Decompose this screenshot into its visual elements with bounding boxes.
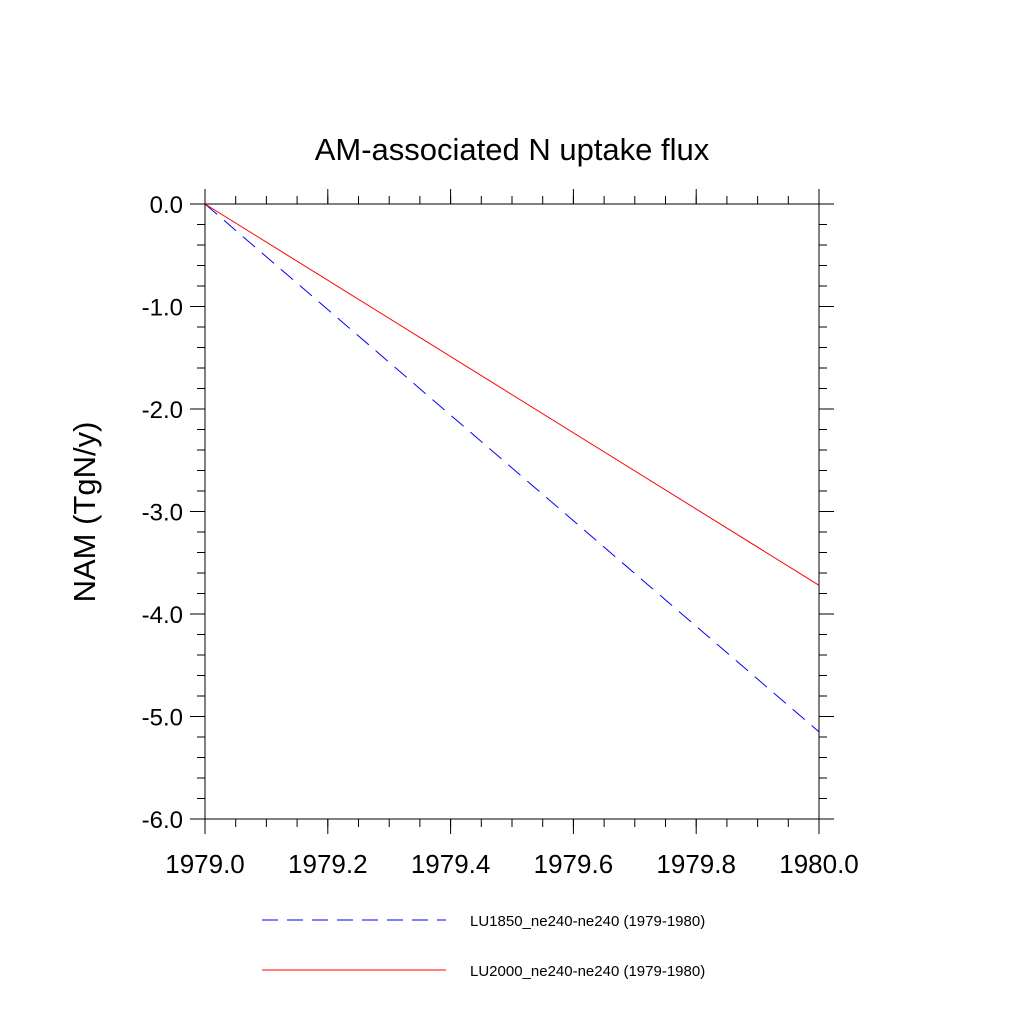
plot-frame (204, 203, 820, 820)
x-tick-label: 1979.8 (656, 849, 736, 879)
series-line-2 (204, 203, 820, 586)
x-tick-label: 1979.4 (411, 849, 491, 879)
y-tick-label: -2.0 (142, 397, 183, 424)
x-tick-label: 1979.0 (165, 849, 245, 879)
x-tick-label: 1979.2 (288, 849, 368, 879)
y-tick-label: -5.0 (142, 705, 183, 732)
chart-title: AM-associated N uptake flux (315, 132, 710, 167)
x-tick-label: 1980.0 (779, 849, 859, 879)
x-tick-label: 1979.6 (534, 849, 614, 879)
x-tick-labels: 1979.0 1979.2 1979.4 1979.6 1979.8 1980.0 (165, 849, 859, 879)
y-tick-label: 0.0 (150, 192, 183, 219)
series-line-1 (204, 203, 820, 733)
series-lines (204, 203, 820, 733)
y-tick-label: -1.0 (142, 295, 183, 322)
legend-label-2: LU2000_ne240-ne240 (1979-1980) (470, 963, 705, 980)
y-tick-labels: 0.0 -1.0 -2.0 -3.0 -4.0 -5.0 -6.0 (142, 192, 183, 834)
legend: LU1850_ne240-ne240 (1979-1980) LU2000_ne2… (262, 913, 705, 980)
legend-label-1: LU1850_ne240-ne240 (1979-1980) (470, 913, 705, 930)
minor-ticks (197, 196, 827, 827)
major-ticks (190, 189, 834, 834)
y-tick-label: -6.0 (142, 807, 183, 834)
y-axis-label: NAM (TgN/y) (67, 422, 102, 603)
y-tick-label: -4.0 (142, 602, 183, 629)
y-tick-label: -3.0 (142, 500, 183, 527)
